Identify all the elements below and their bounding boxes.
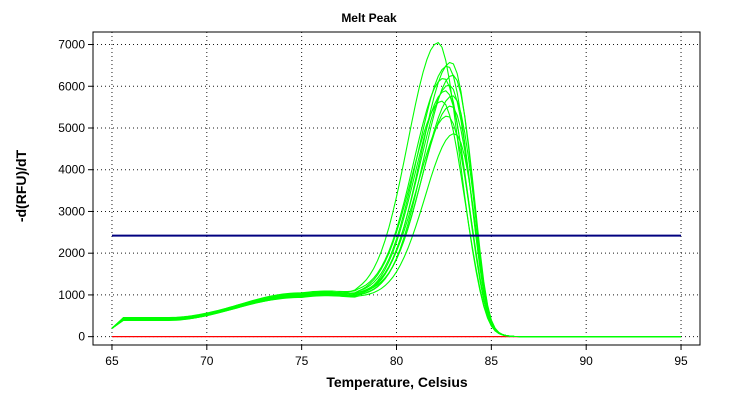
- y-tick-label: 3000: [58, 204, 85, 218]
- x-tick-label: 90: [580, 354, 594, 368]
- x-tick-label: 75: [295, 354, 309, 368]
- melt-curve-2: [111, 61, 681, 338]
- y-tick-label: 6000: [58, 79, 85, 93]
- x-tick-label: 80: [390, 354, 404, 368]
- x-tick-label: 95: [674, 354, 688, 368]
- data-layer: [111, 41, 682, 338]
- y-tick-label: 4000: [58, 163, 85, 177]
- axis-ticks: 65 70 75 80 85 90 95 0 1000 2000 3000 4000 5000 6000 7…: [58, 38, 688, 368]
- y-tick-label: 5000: [58, 121, 85, 135]
- y-tick-label: 2000: [58, 246, 85, 260]
- melt-curve-4: [111, 74, 681, 338]
- melt-curve-11: [111, 115, 681, 338]
- chart-title: Melt Peak: [341, 11, 397, 25]
- x-tick-label: 70: [200, 354, 214, 368]
- x-tick-label: 85: [485, 354, 499, 368]
- y-tick-label: 0: [78, 330, 85, 344]
- x-tick-label: 65: [105, 354, 119, 368]
- melt-curve-5: [111, 78, 681, 338]
- melt-curve-12: [111, 133, 681, 338]
- y-tick-label: 1000: [58, 288, 85, 302]
- y-axis-label: -d(RFU)/dT: [13, 149, 29, 222]
- x-axis-label: Temperature, Celsius: [326, 374, 468, 390]
- y-tick-label: 7000: [58, 38, 85, 52]
- grid-lines: [93, 32, 700, 345]
- melt-curve-6: [111, 84, 681, 338]
